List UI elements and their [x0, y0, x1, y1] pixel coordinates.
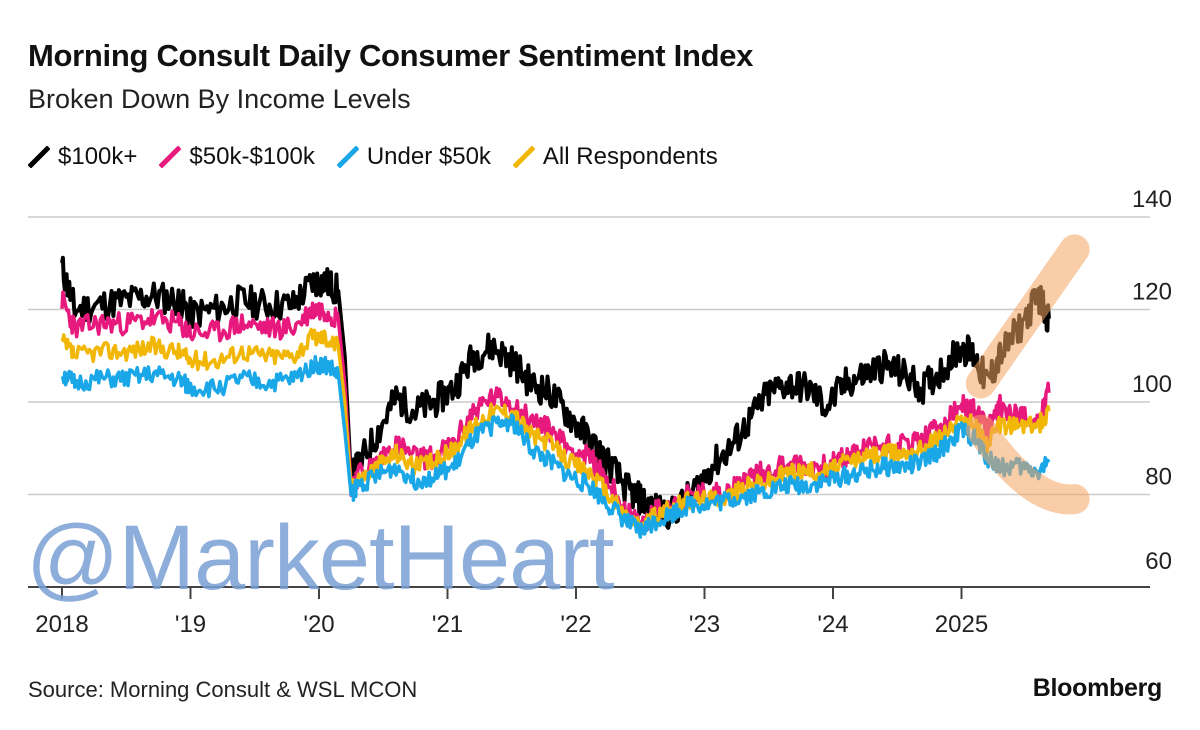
legend-item-under-50k: Under $50k — [336, 143, 491, 171]
highlight-band-lower — [965, 414, 1090, 515]
legend-label-under-50k: Under $50k — [366, 143, 491, 170]
y-tick-label-120: 120 — [1132, 279, 1172, 306]
source-note: Source: Morning Consult & WSL MCON — [28, 677, 418, 702]
legend-swatch-under-50k — [336, 146, 359, 168]
x-tick-label-'23: '23 — [689, 611, 720, 638]
y-tick-label-140: 140 — [1132, 186, 1172, 213]
chart-title: Morning Consult Daily Consumer Sentiment… — [28, 38, 754, 73]
legend: $100k+ $50k-$100k Under $50k All Respond… — [28, 143, 740, 171]
legend-swatch-all-respondents — [512, 146, 535, 168]
series-line-low — [60, 354, 1051, 539]
x-tick-label-'21: '21 — [432, 611, 463, 638]
legend-item-100k-plus: $100k+ — [28, 143, 137, 171]
legend-label-50k-100k: $50k-$100k — [189, 143, 315, 170]
legend-item-all-respondents: All Respondents — [512, 143, 718, 171]
brand-logo: Bloomberg — [1032, 674, 1163, 702]
chart-subtitle: Broken Down By Income Levels — [28, 84, 411, 114]
legend-label-100k-plus: $100k+ — [58, 143, 138, 170]
x-tick-label-'22: '22 — [560, 611, 591, 638]
highlight-band-upper — [965, 234, 1090, 399]
legend-swatch-50k-100k — [159, 146, 182, 168]
legend-label-all-respondents: All Respondents — [542, 143, 718, 170]
x-tick-label-2025: 2025 — [935, 611, 988, 638]
x-tick-label-'20: '20 — [303, 611, 334, 638]
y-tick-label-100: 100 — [1132, 371, 1172, 398]
watermark: @MarketHeart — [26, 507, 615, 609]
legend-swatch-100k-plus — [28, 146, 50, 168]
x-tick-label-'19: '19 — [175, 611, 206, 638]
legend-item-50k-100k: $50k-$100k — [159, 143, 315, 171]
series-line-mid — [60, 290, 1051, 534]
series-line-high — [60, 255, 1051, 530]
y-tick-label-60: 60 — [1145, 548, 1172, 575]
series-line-all — [60, 327, 1051, 534]
y-tick-label-80: 80 — [1145, 464, 1172, 491]
x-tick-label-'24: '24 — [817, 611, 848, 638]
x-tick-label-2018: 2018 — [35, 611, 88, 638]
